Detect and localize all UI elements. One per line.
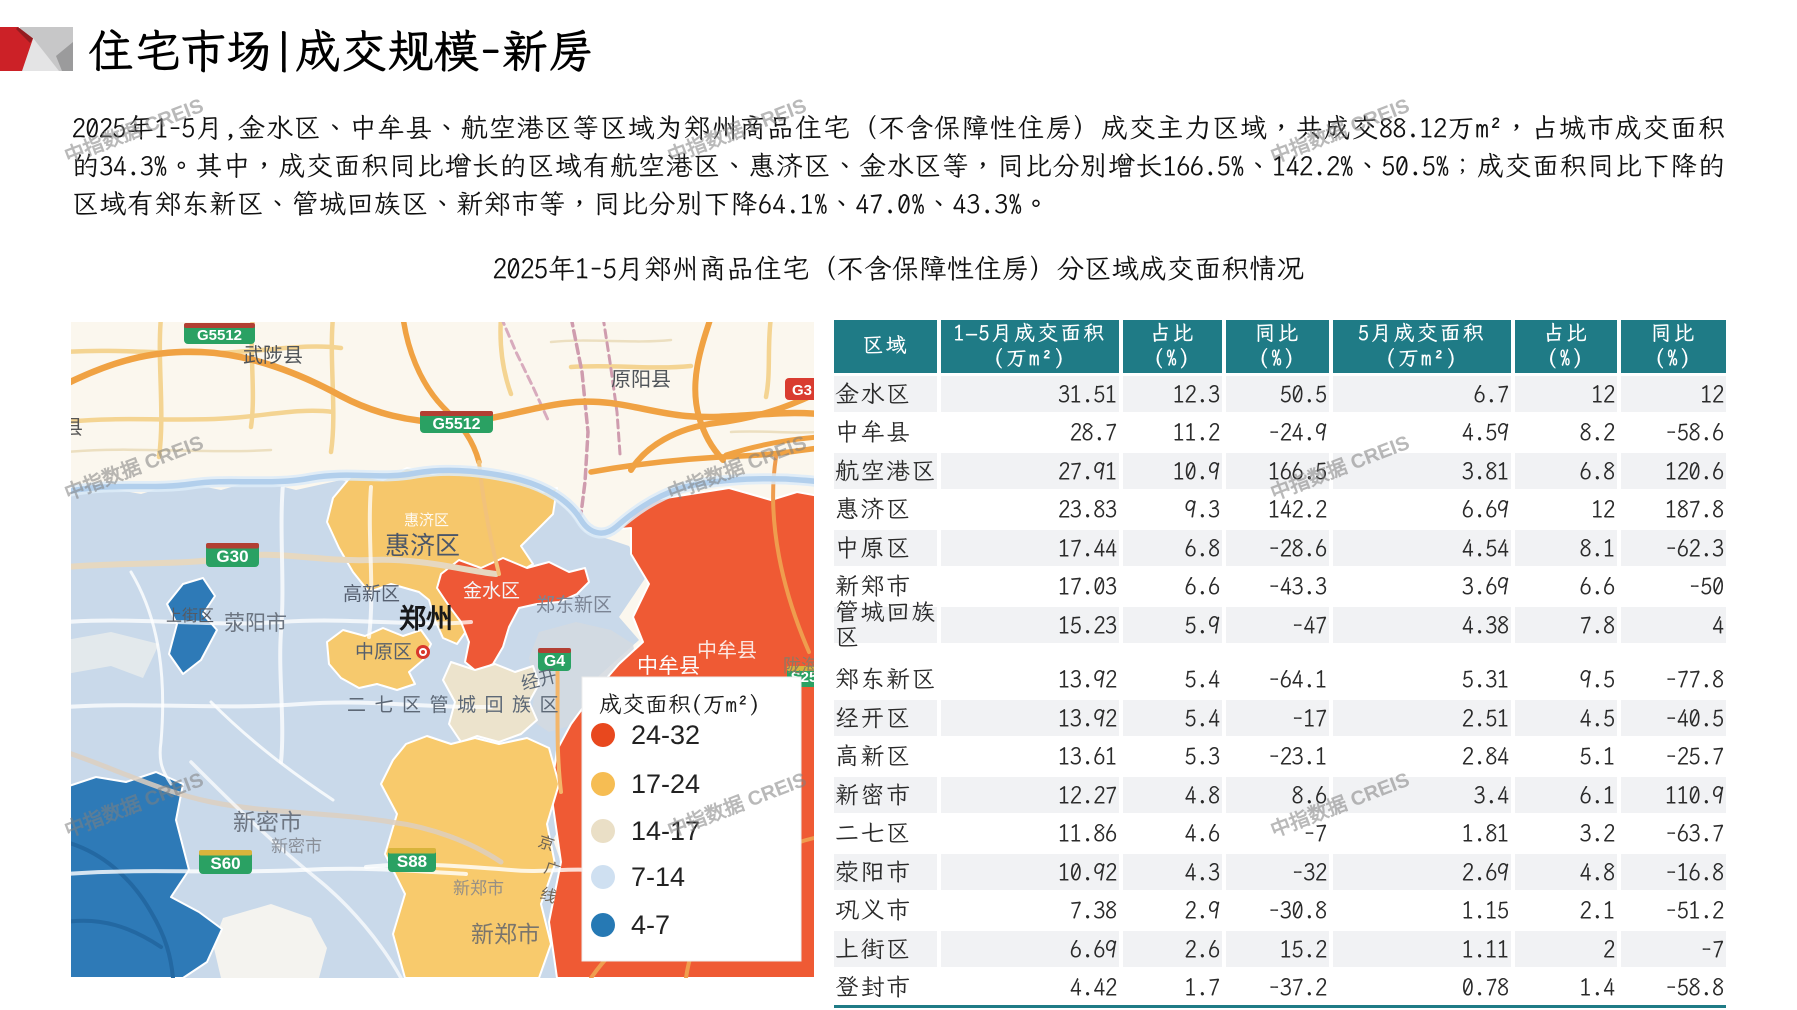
svg-text:县: 县: [71, 417, 83, 439]
svg-text:S88: S88: [397, 852, 427, 871]
svg-text:广: 广: [542, 859, 563, 881]
svg-text:新郑市: 新郑市: [453, 879, 504, 898]
svg-text:4-7: 4-7: [631, 910, 670, 940]
svg-text:14-17: 14-17: [631, 816, 700, 846]
svg-text:中牟县: 中牟县: [697, 639, 757, 662]
svg-text:G4: G4: [544, 653, 565, 670]
svg-text:原阳县: 原阳县: [611, 368, 671, 391]
svg-text:中牟县: 中牟县: [637, 655, 700, 678]
svg-text:郑东新区: 郑东新区: [536, 594, 612, 616]
svg-text:24-32: 24-32: [631, 720, 700, 750]
svg-text:新郑市: 新郑市: [471, 921, 540, 947]
svg-text:高新区: 高新区: [343, 583, 400, 605]
svg-text:陇海: 陇海: [783, 656, 814, 676]
svg-text:S60: S60: [210, 854, 240, 873]
svg-text:17-24: 17-24: [631, 769, 700, 799]
svg-text:成交面积(万m²): 成交面积(万m²): [599, 691, 760, 718]
svg-text:中原区: 中原区: [355, 641, 412, 663]
svg-text:G30: G30: [216, 547, 248, 566]
svg-text:荥阳市: 荥阳市: [224, 612, 287, 635]
svg-text:G3: G3: [792, 382, 812, 399]
svg-text:金水区: 金水区: [463, 580, 520, 602]
svg-text:上街区: 上街区: [166, 607, 214, 625]
svg-text:新密市: 新密市: [233, 809, 302, 835]
svg-text:二七区管城回族区: 二七区管城回族区: [347, 694, 567, 716]
svg-text:G5512: G5512: [197, 327, 242, 344]
svg-text:惠济区: 惠济区: [385, 532, 460, 560]
svg-text:惠济区: 惠济区: [404, 512, 449, 529]
svg-text:7-14: 7-14: [631, 862, 685, 892]
svg-text:郑州: 郑州: [399, 604, 453, 634]
svg-text:京: 京: [536, 833, 557, 855]
svg-text:武陟县: 武陟县: [243, 344, 303, 367]
svg-text:新密市: 新密市: [271, 837, 322, 856]
svg-text:G5512: G5512: [432, 416, 480, 433]
svg-text:线: 线: [538, 885, 559, 907]
